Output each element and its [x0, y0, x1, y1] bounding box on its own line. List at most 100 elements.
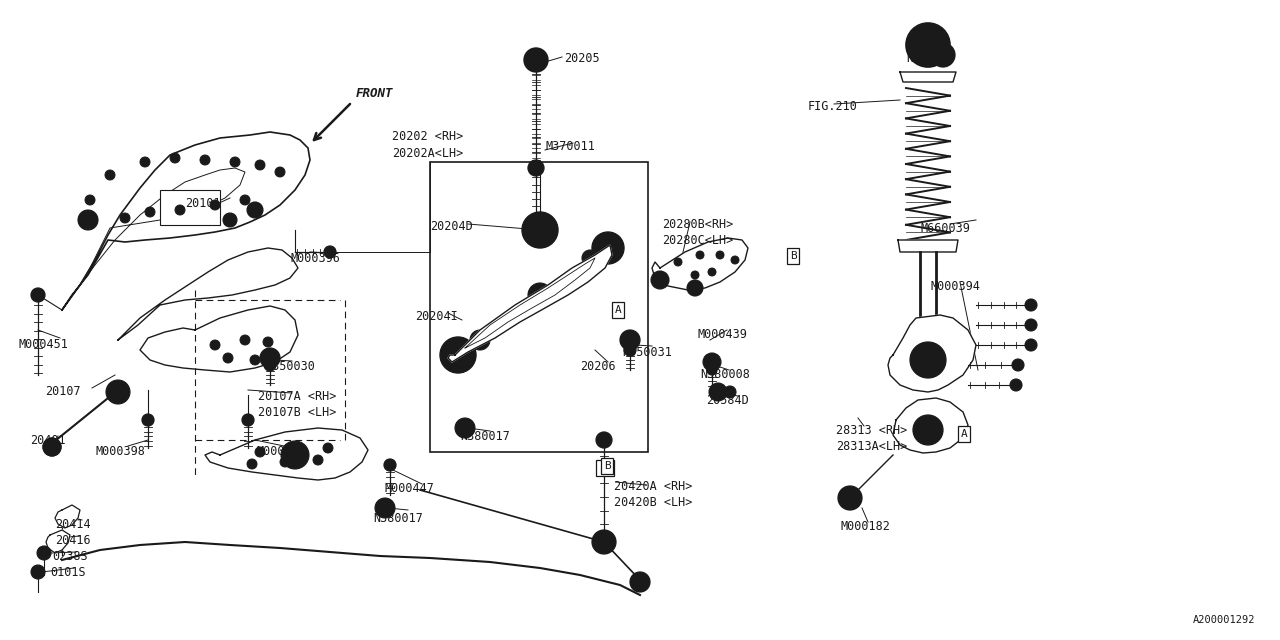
Circle shape	[282, 441, 308, 469]
Polygon shape	[900, 72, 956, 82]
Text: M000439: M000439	[698, 328, 746, 341]
Polygon shape	[140, 306, 298, 372]
Circle shape	[454, 418, 475, 438]
Text: M000451: M000451	[18, 338, 68, 351]
Circle shape	[223, 353, 233, 363]
Circle shape	[84, 195, 95, 205]
Text: 20107B <LH>: 20107B <LH>	[259, 406, 337, 419]
Circle shape	[31, 288, 45, 302]
Circle shape	[37, 546, 51, 560]
Text: N380017: N380017	[460, 430, 509, 443]
Circle shape	[170, 153, 180, 163]
Text: 20202A<LH>: 20202A<LH>	[392, 147, 463, 160]
Circle shape	[724, 386, 736, 398]
Circle shape	[175, 205, 186, 215]
Circle shape	[550, 227, 556, 233]
Text: N350031: N350031	[622, 346, 672, 359]
Circle shape	[524, 227, 530, 233]
Circle shape	[470, 330, 490, 350]
Circle shape	[247, 202, 262, 218]
Circle shape	[44, 438, 61, 456]
Circle shape	[1025, 319, 1037, 331]
Circle shape	[596, 535, 611, 549]
Circle shape	[625, 344, 636, 356]
Circle shape	[260, 348, 280, 368]
Circle shape	[375, 498, 396, 518]
Circle shape	[1025, 339, 1037, 351]
Circle shape	[529, 53, 543, 67]
Circle shape	[531, 163, 541, 173]
Circle shape	[532, 288, 547, 302]
Circle shape	[264, 352, 276, 364]
Circle shape	[241, 195, 250, 205]
Text: M370011: M370011	[545, 140, 595, 153]
Text: N350030: N350030	[265, 360, 315, 373]
Circle shape	[675, 258, 682, 266]
Circle shape	[250, 355, 260, 365]
Polygon shape	[899, 240, 957, 252]
Circle shape	[379, 502, 390, 514]
Circle shape	[142, 414, 154, 426]
Text: 0101S: 0101S	[50, 566, 86, 579]
Circle shape	[105, 170, 115, 180]
Circle shape	[936, 48, 950, 62]
Circle shape	[255, 160, 265, 170]
Circle shape	[838, 486, 861, 510]
Text: M000398: M000398	[95, 445, 145, 458]
Circle shape	[448, 345, 468, 365]
Text: FRONT: FRONT	[356, 87, 393, 100]
Polygon shape	[55, 505, 81, 528]
Circle shape	[210, 200, 220, 210]
Polygon shape	[205, 428, 369, 480]
Circle shape	[40, 549, 49, 557]
Text: 20204I: 20204I	[415, 310, 458, 323]
Text: 20420A <RH>: 20420A <RH>	[614, 480, 692, 493]
Circle shape	[314, 455, 323, 465]
Text: A: A	[614, 305, 621, 315]
Text: FIG.210: FIG.210	[808, 100, 858, 113]
Circle shape	[913, 415, 943, 445]
Text: N380017: N380017	[372, 512, 422, 525]
Circle shape	[530, 220, 550, 240]
Circle shape	[47, 442, 58, 452]
Circle shape	[731, 256, 739, 264]
Circle shape	[906, 23, 950, 67]
Circle shape	[1010, 379, 1021, 391]
Circle shape	[920, 422, 936, 438]
Text: B: B	[790, 251, 796, 261]
Circle shape	[522, 212, 558, 248]
Polygon shape	[893, 398, 968, 453]
Circle shape	[474, 334, 486, 346]
Circle shape	[634, 576, 646, 588]
Circle shape	[524, 48, 548, 72]
Circle shape	[708, 268, 716, 276]
Text: A200001292: A200001292	[1193, 615, 1254, 625]
Circle shape	[914, 31, 942, 59]
Circle shape	[703, 353, 721, 371]
Text: B: B	[604, 461, 611, 471]
Text: 20204D: 20204D	[430, 220, 472, 233]
Text: 0238S: 0238S	[52, 550, 87, 563]
Circle shape	[241, 335, 250, 345]
Circle shape	[707, 357, 717, 367]
Circle shape	[687, 280, 703, 296]
Text: 20101: 20101	[186, 197, 220, 210]
Circle shape	[324, 246, 337, 258]
Text: 20205: 20205	[564, 52, 599, 65]
Circle shape	[538, 214, 543, 220]
Circle shape	[230, 157, 241, 167]
Circle shape	[210, 340, 220, 350]
Text: M000447: M000447	[384, 482, 434, 495]
Text: M660039: M660039	[920, 222, 970, 235]
Text: 28313 <RH>: 28313 <RH>	[836, 424, 908, 437]
Text: M000396: M000396	[291, 252, 340, 265]
Circle shape	[709, 383, 727, 401]
Circle shape	[31, 565, 45, 579]
Circle shape	[596, 432, 612, 448]
Circle shape	[145, 207, 155, 217]
Circle shape	[275, 167, 285, 177]
Text: M000182: M000182	[840, 520, 890, 533]
Text: A: A	[960, 429, 968, 439]
Circle shape	[586, 254, 594, 262]
Circle shape	[264, 359, 276, 371]
